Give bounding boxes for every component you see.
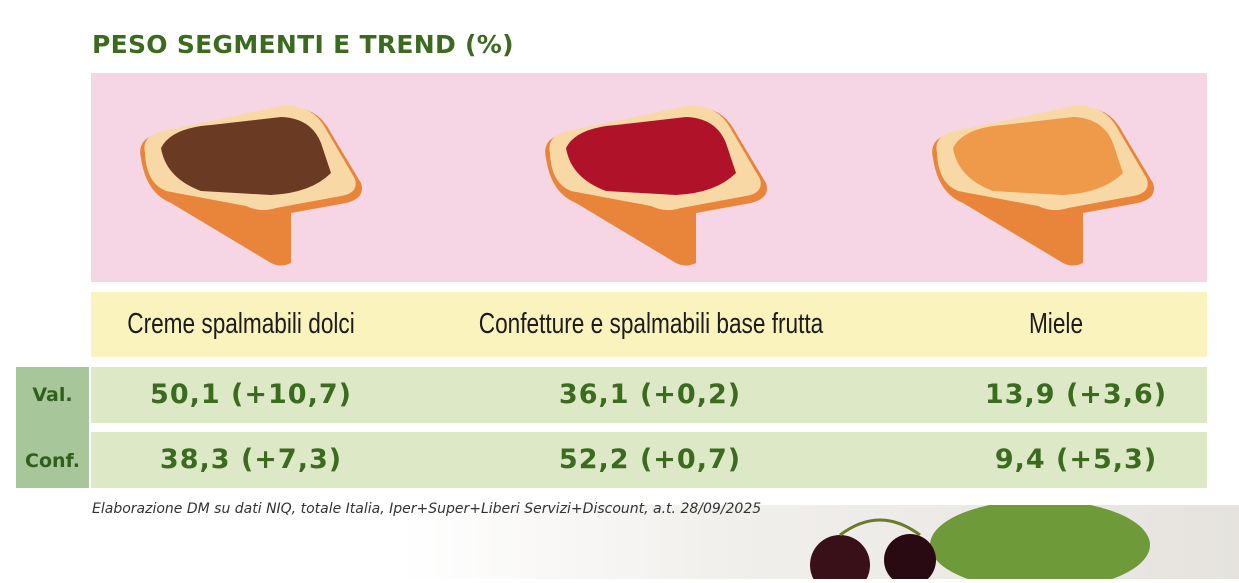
- page-title: PESO SEGMENTI E TREND (%): [92, 30, 514, 59]
- toast-honey-icon: [932, 105, 1154, 266]
- row-label-conf: Conf.: [25, 450, 80, 472]
- table-row-conf: 38,3 (+7,3) 52,2 (+0,7) 9,4 (+5,3): [91, 432, 1207, 488]
- val-creme: 50,1 (+10,7): [150, 379, 352, 410]
- conf-creme: 38,3 (+7,3): [159, 444, 343, 475]
- conf-confetture: 52,2 (+0,7): [558, 444, 742, 475]
- conf-miele: 9,4 (+5,3): [994, 444, 1158, 475]
- toast-jam-icon: [545, 105, 767, 266]
- segment-label-miele: Miele: [1028, 308, 1084, 340]
- cherries-icon: [810, 500, 1150, 583]
- illustration-panel: [91, 73, 1207, 282]
- row-label-column: Val. Conf.: [16, 367, 89, 488]
- val-confetture: 36,1 (+0,2): [558, 379, 742, 410]
- toast-chocolate-spread-icon: [140, 105, 362, 266]
- segment-label-confetture: Confetture e spalmabili base frutta: [478, 308, 824, 340]
- row-label-val: Val.: [32, 384, 73, 406]
- segment-label-creme: Creme spalmabili dolci: [127, 308, 355, 340]
- val-miele: 13,9 (+3,6): [984, 379, 1168, 410]
- segment-header-row: Creme spalmabili dolci Confetture e spal…: [91, 292, 1207, 357]
- cherries-photo: [400, 500, 1239, 583]
- table-row-val: 50,1 (+10,7) 36,1 (+0,2) 13,9 (+3,6): [91, 367, 1207, 423]
- source-footnote: Elaborazione DM su dati NIQ, totale Ital…: [92, 501, 762, 517]
